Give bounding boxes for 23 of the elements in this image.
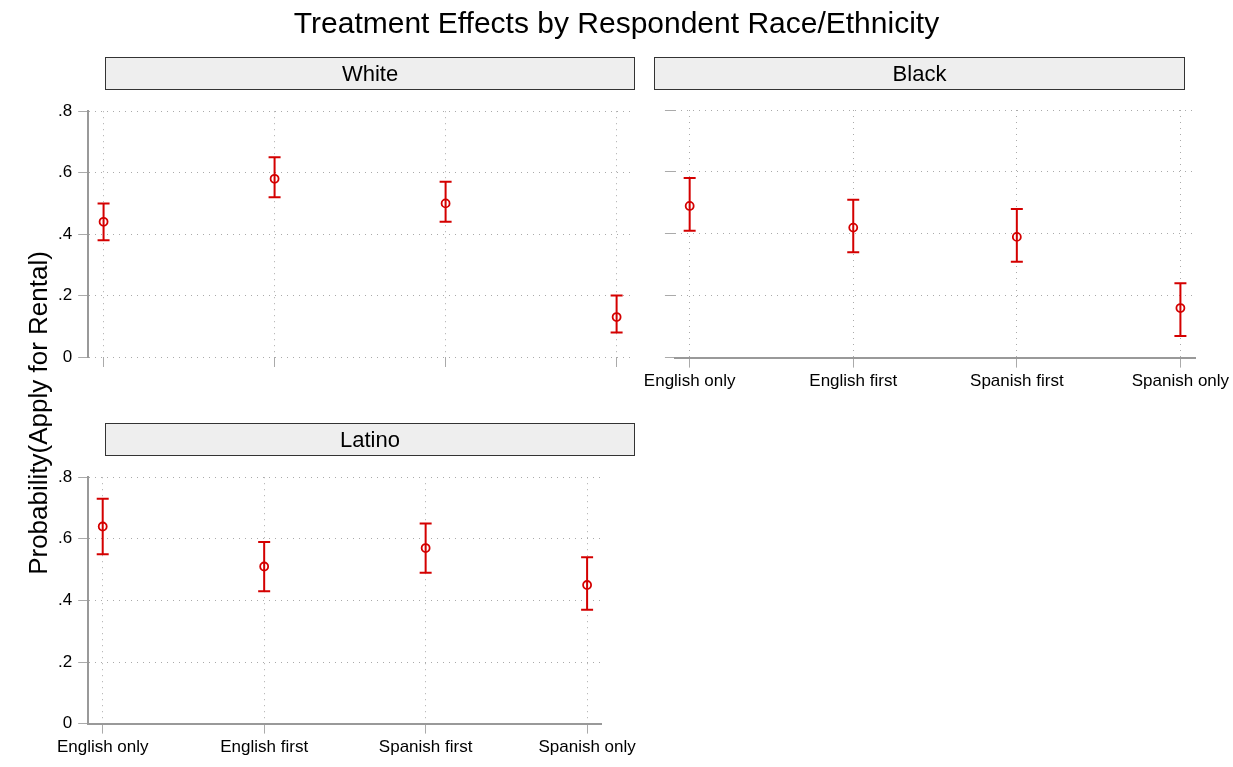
x-tick-label: Spanish first — [970, 371, 1064, 391]
y-tick-label: .2 — [57, 651, 73, 671]
x-tick-label: Spanish first — [378, 737, 473, 757]
y-tick-label: .6 — [57, 528, 73, 548]
chart-title: Treatment Effects by Respondent Race/Ethnicity — [292, 6, 941, 40]
y-tick-label: 0 — [62, 713, 73, 733]
y-tick-label: .4 — [57, 223, 73, 243]
x-tick-label: Spanish only — [1131, 371, 1230, 391]
chart-subtitle: White — [105, 57, 635, 90]
chart-subtitle: Latino — [105, 423, 635, 456]
y-axis-title: Probability(Apply for Rental) — [22, 251, 54, 575]
y-tick-label: 0 — [62, 346, 73, 366]
y-tick-label: .8 — [57, 100, 73, 120]
x-tick-label: English first — [809, 371, 898, 391]
y-tick-label: .4 — [57, 590, 73, 610]
chart-subtitle: Black — [654, 57, 1185, 90]
y-tick-label: .8 — [57, 466, 73, 486]
x-tick-label: Spanish only — [538, 737, 637, 757]
y-tick-label: .6 — [57, 162, 73, 182]
x-tick-label: English only — [643, 371, 736, 391]
y-tick-label: .2 — [57, 285, 73, 305]
x-tick-label: English only — [56, 737, 150, 757]
x-tick-label: English first — [220, 737, 309, 757]
